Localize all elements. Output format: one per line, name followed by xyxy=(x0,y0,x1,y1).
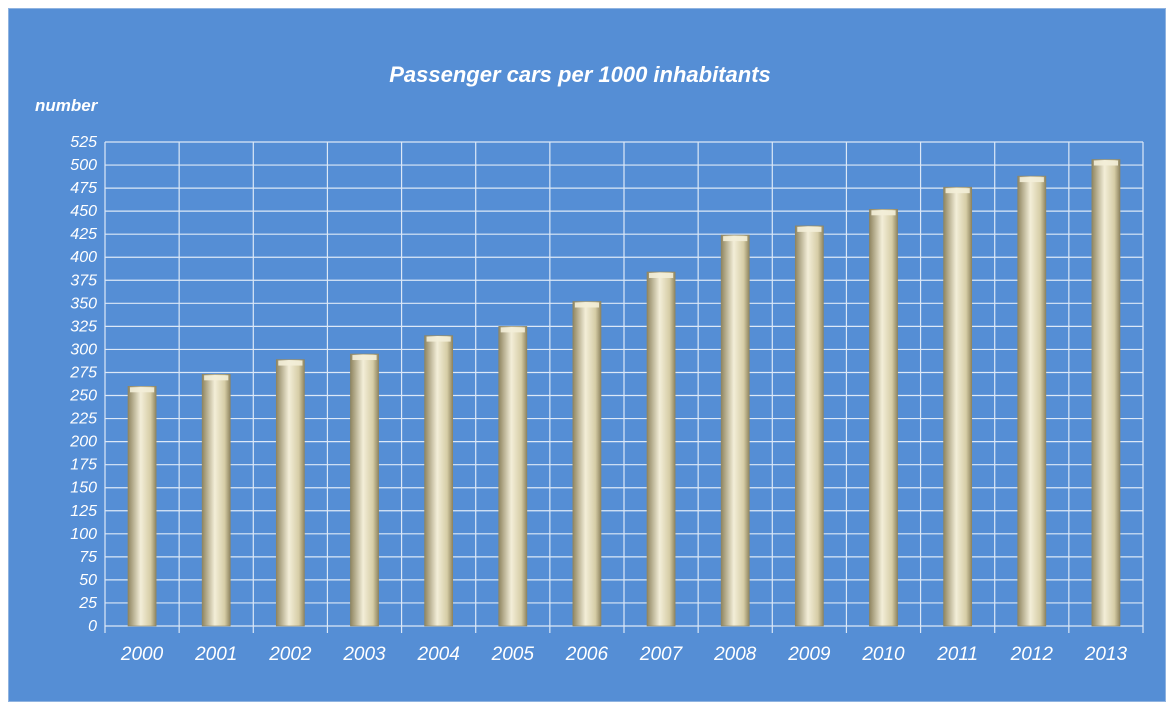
bar-highlight xyxy=(426,336,451,342)
y-tick-labels: 0 25 50 75 100 125 150 175 200 225 250 275 300 325 350… xyxy=(69,134,97,635)
x-tick-label: 2000 xyxy=(120,644,164,665)
bar-highlight xyxy=(129,387,155,393)
bar-highlight xyxy=(797,226,822,232)
bar-highlight xyxy=(1093,160,1119,166)
y-tick-label: 125 xyxy=(70,503,97,520)
y-tick-label: 525 xyxy=(70,134,97,151)
chart-title: Passenger cars per 1000 inhabitants xyxy=(389,62,771,87)
bar-2000 xyxy=(127,386,157,627)
x-tick-label: 2004 xyxy=(417,644,460,665)
bar-highlight xyxy=(945,188,970,194)
bar-2013 xyxy=(1091,159,1121,627)
y-axis-label: number xyxy=(35,96,99,115)
bar-highlight xyxy=(723,236,748,242)
y-tick-label: 275 xyxy=(69,364,97,381)
bar-2005 xyxy=(498,326,528,627)
y-tick-label: 150 xyxy=(70,480,97,497)
y-tick-label: 225 xyxy=(69,411,97,428)
y-tick-label: 425 xyxy=(70,226,97,243)
y-tick-label: 300 xyxy=(70,341,97,358)
bar-highlight xyxy=(204,375,229,381)
chart-area: Passenger cars per 1000 inhabitants numb… xyxy=(8,8,1166,702)
bar-highlight xyxy=(278,360,303,366)
bar-chart: Passenger cars per 1000 inhabitants numb… xyxy=(35,62,1144,665)
bar-2012 xyxy=(1017,175,1047,627)
bar-highlight xyxy=(352,355,377,361)
y-tick-label: 350 xyxy=(70,295,97,312)
y-tick-label: 475 xyxy=(70,180,97,197)
x-tick-label: 2002 xyxy=(268,644,312,665)
x-tick-label: 2011 xyxy=(936,644,978,665)
y-tick-label: 375 xyxy=(70,272,97,289)
bar-highlight xyxy=(500,327,525,333)
bar-2006 xyxy=(572,301,602,627)
x-tick-label: 2013 xyxy=(1084,644,1128,665)
bar-2002 xyxy=(275,359,305,627)
bar-highlight xyxy=(648,272,674,278)
bar-highlight xyxy=(1019,177,1044,183)
x-tick-label: 2007 xyxy=(639,644,684,665)
x-tick-label: 2006 xyxy=(565,644,609,665)
bar-highlight xyxy=(871,210,896,216)
bar-2004 xyxy=(424,335,454,627)
bar-2001 xyxy=(201,374,231,627)
x-tick-label: 2012 xyxy=(1010,644,1054,665)
x-tick-label: 2005 xyxy=(491,644,535,665)
bar-highlight xyxy=(574,302,600,308)
y-tick-label: 100 xyxy=(70,526,97,543)
bar-2009 xyxy=(794,225,824,627)
x-tick-labels: 2000 2001 2002 2003 2004 2005 2006 2007 2008 2009… xyxy=(120,644,1128,665)
bars xyxy=(127,159,1121,627)
y-tick-label: 200 xyxy=(69,434,97,451)
y-tick-label: 250 xyxy=(69,388,97,405)
x-tick-label: 2001 xyxy=(194,644,237,665)
y-tick-label: 25 xyxy=(78,595,97,612)
y-tick-label: 50 xyxy=(79,572,97,589)
bar-2003 xyxy=(350,353,379,627)
x-tick-label: 2009 xyxy=(787,644,831,665)
bar-2008 xyxy=(720,234,750,627)
y-tick-label: 75 xyxy=(79,549,97,566)
y-tick-label: 175 xyxy=(70,457,97,474)
grid-lines xyxy=(104,141,1144,633)
y-tick-label: 325 xyxy=(70,318,97,335)
x-tick-label: 2008 xyxy=(713,644,757,665)
bar-2010 xyxy=(869,208,898,627)
y-tick-label: 450 xyxy=(70,203,97,220)
y-tick-label: 400 xyxy=(70,249,97,266)
x-tick-label: 2010 xyxy=(861,644,905,665)
x-tick-label: 2003 xyxy=(342,644,386,665)
y-tick-label: 0 xyxy=(88,618,97,635)
bar-2007 xyxy=(646,271,676,627)
bar-2011 xyxy=(943,186,973,627)
y-tick-label: 500 xyxy=(70,157,97,174)
